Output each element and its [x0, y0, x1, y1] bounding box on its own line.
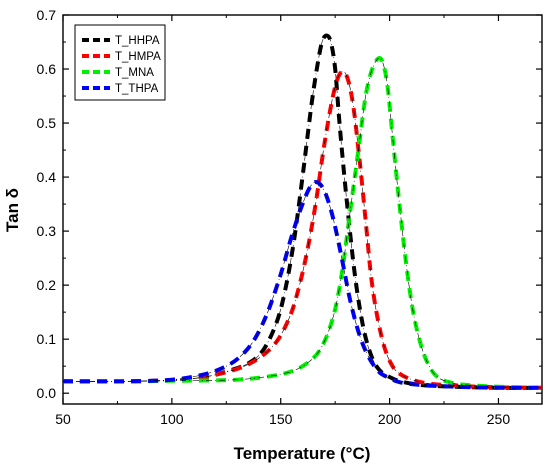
y-tick-label: 0.7 — [37, 7, 57, 23]
x-tick-label: 150 — [269, 411, 293, 427]
series-line-t-hmpa — [62, 69, 543, 390]
x-tick-label: 250 — [487, 411, 511, 427]
y-tick-label: 0.5 — [37, 115, 57, 131]
y-tick-labels: 0.0 0.1 0.2 0.3 0.4 0.5 0.6 0.7 — [37, 7, 57, 401]
legend-label-t-hhpa: T_HHPA — [115, 35, 160, 47]
series-thin-line-t-thpa — [62, 181, 543, 389]
x-tick-label: 200 — [378, 411, 402, 427]
y-tick-label: 0.4 — [37, 169, 57, 185]
x-tick-labels: 50 100 150 200 250 — [55, 411, 510, 427]
series-line-t-mna — [62, 55, 543, 390]
y-tick-label: 0.0 — [37, 385, 57, 401]
x-tick-label: 50 — [55, 411, 71, 427]
legend-label-t-mna: T_MNA — [115, 67, 154, 79]
x-axis-title: Temperature (°C) — [234, 444, 371, 463]
y-tick-label: 0.2 — [37, 277, 57, 293]
y-tick-label: 0.1 — [37, 331, 57, 347]
legend-box — [74, 24, 166, 101]
legend-label-t-hmpa: T_HMPA — [115, 51, 161, 63]
legend-label-t-thpa: T_THPA — [115, 83, 159, 95]
x-tick-label: 100 — [160, 411, 184, 427]
legend: T_HHPA T_HMPA T_MNA T_THPA — [74, 24, 166, 101]
series-thin-line-t-mna — [62, 57, 543, 389]
tick-marks — [62, 14, 542, 404]
series-lines — [62, 33, 543, 390]
series-thin-line-t-hhpa — [62, 35, 543, 389]
y-tick-label: 0.6 — [37, 61, 57, 77]
y-axis-title: Tan δ — [3, 188, 22, 232]
y-tick-label: 0.3 — [37, 223, 57, 239]
